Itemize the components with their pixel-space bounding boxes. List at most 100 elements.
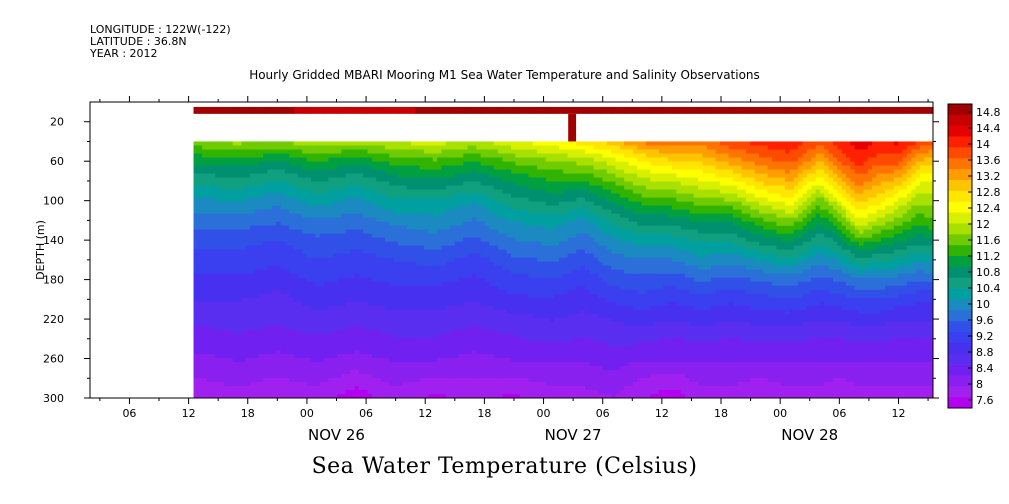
heatmap-cell — [445, 333, 451, 339]
heatmap-cell — [219, 213, 225, 219]
heatmap-cell — [254, 169, 260, 175]
heatmap-cell — [337, 353, 342, 359]
heatmap-cell — [397, 149, 403, 154]
heatmap-cell — [437, 257, 442, 263]
heatmap-cell — [245, 189, 251, 195]
heatmap-cell — [424, 153, 429, 158]
heatmap-cell — [324, 177, 329, 183]
heatmap-cell — [376, 261, 382, 267]
heatmap-cell — [428, 317, 434, 323]
heatmap-cell — [223, 249, 229, 255]
heatmap-cell — [202, 345, 208, 351]
heatmap-cell — [363, 181, 369, 187]
heatmap-cell — [276, 193, 282, 199]
heatmap-cell — [245, 349, 251, 355]
heatmap-cell — [219, 145, 225, 150]
heatmap-cell — [319, 313, 325, 319]
heatmap-cell — [445, 233, 451, 239]
heatmap-cell — [376, 157, 382, 163]
heatmap-cell — [371, 365, 377, 371]
heatmap-cell — [258, 205, 264, 211]
heatmap-cell — [406, 193, 412, 199]
heatmap-cell — [202, 365, 208, 371]
heatmap-cell — [428, 177, 434, 183]
heatmap-cell — [515, 233, 521, 239]
heatmap-cell — [524, 285, 529, 291]
heatmap-cell — [232, 297, 238, 303]
heatmap-cell — [402, 257, 408, 263]
heatmap-cell — [319, 281, 325, 287]
heatmap-cell — [197, 197, 203, 203]
heatmap-cell — [302, 261, 308, 267]
heatmap-cell — [310, 337, 316, 343]
heatmap-cell — [302, 329, 308, 335]
heatmap-cell — [215, 161, 221, 167]
heatmap-cell — [376, 217, 382, 223]
heatmap-cell — [202, 229, 208, 235]
heatmap-cell — [219, 229, 225, 235]
heatmap-cell — [424, 321, 429, 327]
heatmap-cell — [306, 373, 312, 379]
heatmap-cell — [232, 249, 238, 255]
heatmap-cell — [424, 213, 429, 219]
heatmap-cell — [332, 237, 338, 243]
heatmap-cell — [515, 249, 521, 255]
heatmap-cell — [332, 373, 338, 379]
heatmap-cell — [437, 181, 442, 187]
heatmap-cell — [484, 205, 490, 211]
heatmap-cell — [350, 281, 355, 287]
heatmap-cell — [206, 297, 212, 303]
heatmap-cell — [328, 337, 334, 343]
heatmap-cell — [424, 341, 429, 347]
heatmap-cell — [241, 217, 247, 223]
heatmap-cell — [289, 361, 295, 367]
heatmap-cell — [371, 169, 377, 175]
heatmap-cell — [193, 361, 199, 367]
heatmap-cell — [245, 229, 251, 235]
heatmap-cell — [406, 277, 412, 283]
heatmap-cell — [258, 317, 264, 323]
heatmap-cell — [511, 205, 516, 211]
heatmap-cell — [450, 333, 456, 339]
heatmap-cell — [384, 189, 390, 195]
heatmap-cell — [367, 261, 373, 267]
heatmap-cell — [493, 169, 499, 175]
heatmap-cell — [463, 381, 469, 387]
heatmap-cell — [441, 301, 447, 307]
heatmap-cell — [393, 269, 399, 275]
heatmap-cell — [393, 209, 399, 215]
heatmap-cell — [471, 169, 477, 175]
heatmap-cell — [480, 293, 486, 299]
heatmap-cell — [306, 205, 312, 211]
heatmap-cell — [197, 325, 203, 331]
heatmap-cell — [345, 177, 351, 183]
heatmap-cell — [271, 321, 277, 327]
heatmap-cell — [276, 249, 282, 255]
heatmap-cell — [237, 337, 242, 343]
heatmap-cell — [454, 253, 460, 259]
heatmap-cell — [524, 281, 529, 287]
heatmap-cell — [280, 153, 286, 158]
heatmap-cell — [515, 389, 521, 395]
heatmap-cell — [354, 145, 360, 150]
heatmap-cell — [254, 221, 260, 227]
heatmap-cell — [202, 153, 208, 158]
heatmap-cell — [197, 365, 203, 371]
heatmap-cell — [450, 149, 456, 154]
heatmap-cell — [458, 213, 464, 219]
heatmap-cell — [319, 349, 325, 355]
heatmap-cell — [515, 145, 521, 150]
heatmap-cell — [228, 385, 234, 391]
heatmap-cell — [367, 333, 373, 339]
heatmap-cell — [350, 261, 355, 267]
heatmap-cell — [358, 377, 364, 383]
heatmap-cell — [489, 361, 495, 367]
heatmap-cell — [293, 189, 299, 195]
heatmap-cell — [432, 289, 438, 295]
heatmap-cell — [393, 329, 399, 335]
heatmap-cell — [276, 201, 282, 207]
heatmap-cell — [415, 365, 421, 371]
heatmap-cell — [380, 385, 386, 391]
heatmap-cell — [250, 265, 255, 271]
heatmap-cell — [393, 217, 399, 223]
